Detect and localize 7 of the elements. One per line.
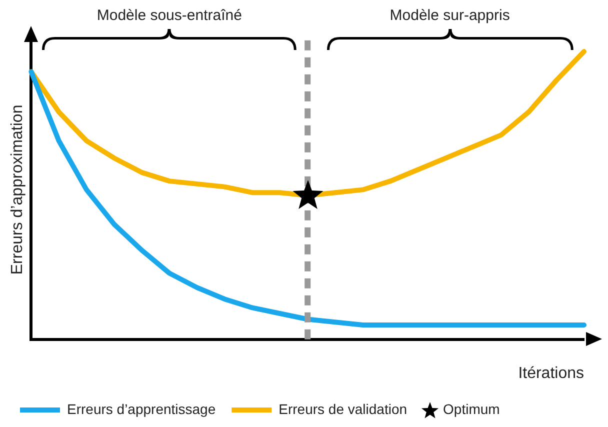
legend-label: Erreurs de validation bbox=[278, 400, 408, 417]
text: Modèle sous-entraîné bbox=[96, 7, 242, 24]
y-axis-title: Erreurs d’approximation bbox=[9, 104, 26, 275]
text: Modèle sur-appris bbox=[390, 7, 510, 24]
text: Optimum bbox=[443, 400, 500, 417]
legend-label: Erreurs d’apprentissage bbox=[67, 400, 216, 417]
x-axis-title: Itérations bbox=[518, 364, 584, 382]
